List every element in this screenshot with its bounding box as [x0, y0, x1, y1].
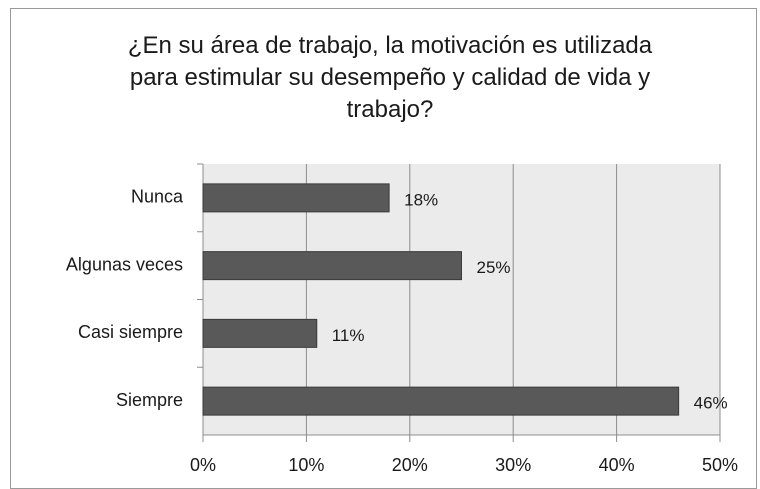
y-tick-label: Algunas veces — [66, 254, 183, 274]
data-label: 18% — [404, 190, 438, 209]
x-tick-label: 50% — [702, 455, 738, 475]
x-tick-label: 30% — [495, 455, 531, 475]
x-tick-label: 40% — [599, 455, 635, 475]
y-tick-label: Siempre — [116, 390, 183, 410]
x-tick-label: 20% — [392, 455, 428, 475]
y-tick-label: Nunca — [131, 187, 184, 207]
bar — [202, 183, 390, 213]
chart-title: ¿En su área de trabajo, la motivación es… — [127, 32, 653, 123]
data-label: 11% — [332, 326, 365, 345]
bar — [202, 386, 680, 416]
y-tick-label: Casi siempre — [78, 322, 183, 342]
x-tick-label: 0% — [190, 455, 216, 475]
bar — [202, 251, 462, 281]
data-label: 25% — [477, 258, 511, 277]
data-label: 46% — [694, 394, 728, 413]
bar — [202, 318, 318, 348]
x-tick-label: 10% — [288, 455, 324, 475]
